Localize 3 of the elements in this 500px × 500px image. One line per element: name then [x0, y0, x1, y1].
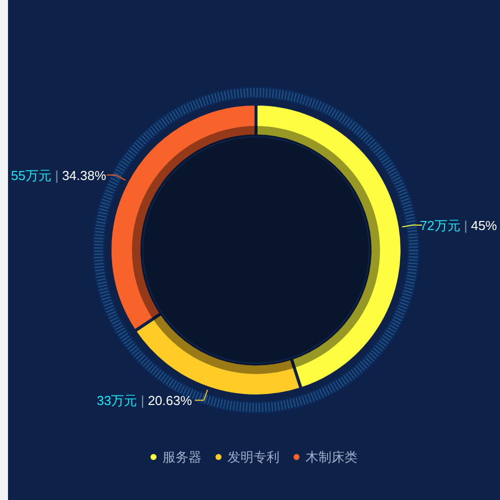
- legend-label: 服务器: [162, 450, 202, 464]
- legend-label: 木制床类: [306, 450, 358, 464]
- legend-label: 发明专利: [228, 450, 280, 464]
